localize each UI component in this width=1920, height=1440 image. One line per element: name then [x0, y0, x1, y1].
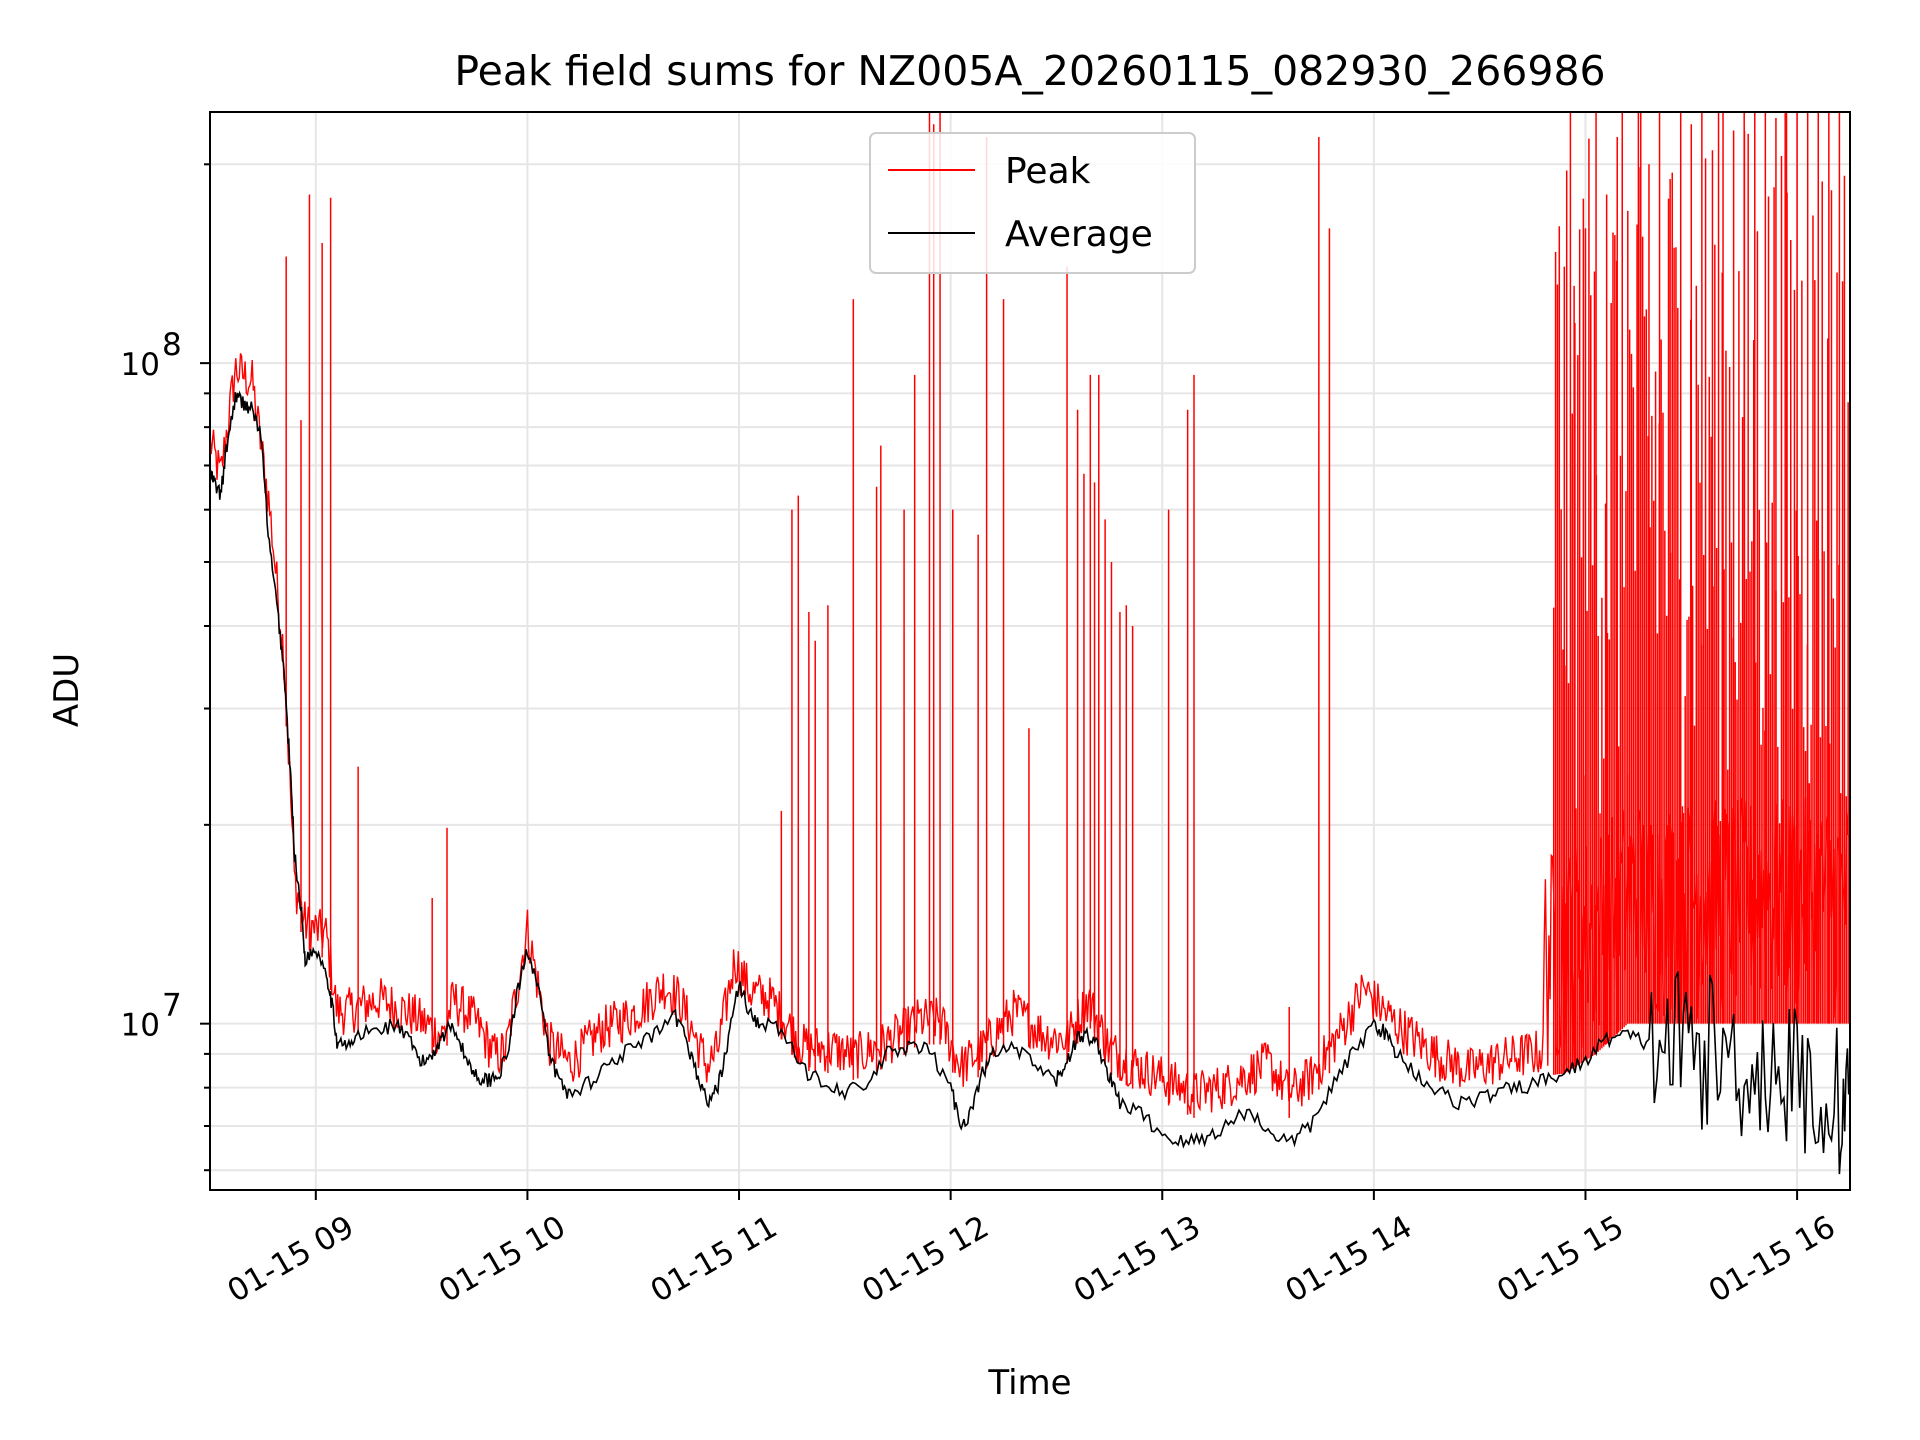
- legend-label-average: Average: [1005, 214, 1153, 255]
- y-tick-exponent: 8: [162, 327, 182, 363]
- y-axis-label: ADU: [47, 653, 87, 727]
- chart-title: Peak field sums for NZ005A_20260115_0829…: [454, 47, 1605, 95]
- y-tick-exponent: 7: [162, 988, 182, 1024]
- y-tick-label: 10: [121, 1008, 160, 1044]
- average-series: [209, 390, 1851, 1175]
- x-axis-label: Time: [987, 1363, 1071, 1403]
- average-line: [209, 390, 1851, 1175]
- legend-box: [869, 132, 1196, 274]
- y-tick-label: 10: [121, 347, 160, 383]
- legend-label-peak: Peak: [1005, 151, 1091, 192]
- legend: Peak Average: [869, 132, 1196, 274]
- plot-frame: [209, 111, 1851, 1191]
- peak-series: [209, 112, 1851, 1118]
